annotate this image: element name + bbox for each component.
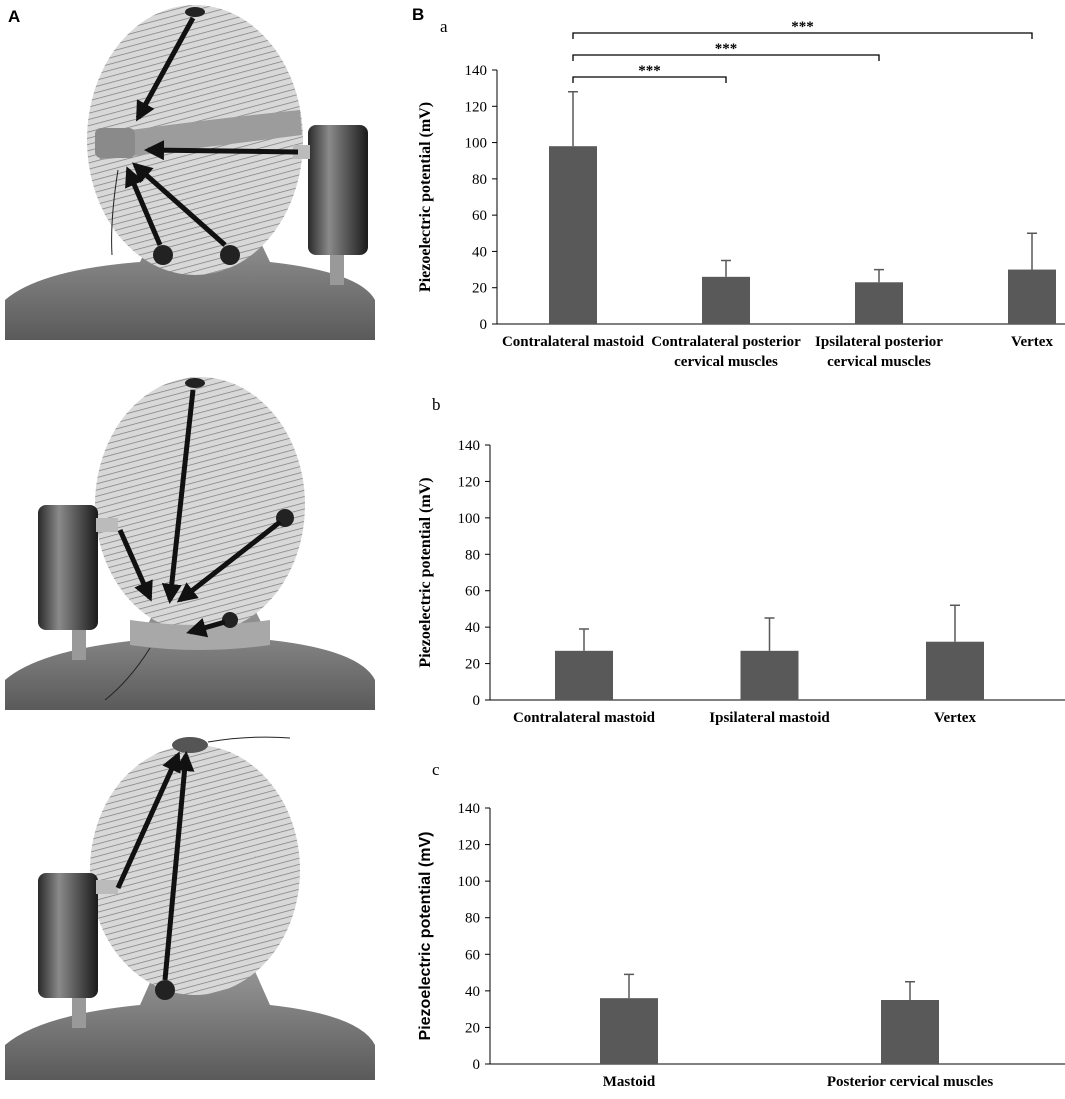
error-bar bbox=[1027, 232, 1037, 270]
bar bbox=[855, 282, 903, 324]
y-tick-label: 60 bbox=[465, 584, 480, 600]
x-tick-label: Vertex bbox=[934, 710, 976, 726]
y-tick-label: 80 bbox=[465, 547, 480, 563]
error-bar bbox=[568, 91, 578, 147]
illustration bbox=[5, 736, 375, 1080]
x-tick-label: Contralateral mastoid bbox=[501, 334, 645, 350]
significance-bracket bbox=[572, 54, 880, 61]
x-tick-label: Contralateral posterior cervical muscles bbox=[651, 334, 801, 370]
y-tick-label: 120 bbox=[458, 838, 481, 854]
significance-label: *** bbox=[638, 63, 661, 79]
illustration bbox=[5, 5, 375, 340]
panel-label: B bbox=[412, 5, 424, 24]
y-tick-label: 140 bbox=[458, 801, 481, 817]
y-tick-label: 120 bbox=[458, 474, 481, 490]
x-tick-label: Posterior cervical muscles bbox=[826, 1074, 994, 1090]
bar bbox=[702, 276, 750, 324]
bar bbox=[555, 650, 613, 700]
y-axis-label: Piezoelectric potential (mV) bbox=[417, 832, 434, 1041]
error-bar bbox=[579, 628, 589, 651]
y-tick-label: 100 bbox=[458, 511, 481, 527]
y-tick-label: 20 bbox=[465, 1020, 480, 1036]
x-tick-label: Mastoid bbox=[602, 1074, 656, 1090]
bar bbox=[1008, 269, 1056, 324]
chart-label: a bbox=[440, 17, 448, 36]
error-bar bbox=[905, 980, 915, 1000]
x-tick-label: Ipsilateral mastoid bbox=[709, 710, 830, 726]
y-tick-label: 20 bbox=[472, 281, 487, 297]
y-axis-label: Piezoelectric potential (mV) bbox=[417, 102, 434, 292]
chart-label: c bbox=[432, 760, 440, 779]
significance-label: *** bbox=[791, 19, 814, 35]
y-tick-label: 100 bbox=[458, 874, 481, 890]
significance-bracket bbox=[572, 32, 1033, 39]
y-tick-label: 140 bbox=[465, 63, 488, 79]
x-tick-label: Contralateral mastoid bbox=[512, 710, 656, 726]
y-tick-label: 20 bbox=[465, 657, 480, 673]
bar bbox=[926, 641, 984, 700]
error-bar bbox=[624, 973, 634, 999]
x-tick-label: Ipsilateral posterior cervical muscles bbox=[815, 334, 943, 370]
illustration bbox=[5, 377, 375, 710]
y-tick-label: 60 bbox=[465, 947, 480, 963]
y-tick-label: 80 bbox=[465, 911, 480, 927]
y-tick-label: 140 bbox=[458, 438, 481, 454]
error-bar bbox=[721, 259, 731, 277]
error-bar bbox=[950, 604, 960, 642]
y-tick-label: 120 bbox=[465, 99, 488, 115]
y-tick-label: 0 bbox=[473, 1057, 481, 1073]
y-tick-label: 0 bbox=[473, 693, 481, 709]
y-tick-label: 100 bbox=[465, 136, 488, 152]
y-tick-label: 40 bbox=[472, 244, 487, 260]
x-tick-label: Vertex bbox=[1011, 334, 1053, 350]
bar bbox=[740, 650, 799, 700]
y-axis-label: Piezoelectric potential (mV) bbox=[417, 477, 434, 667]
significance-label: *** bbox=[715, 41, 738, 57]
y-tick-label: 40 bbox=[465, 984, 480, 1000]
chart-label: b bbox=[432, 395, 441, 414]
y-tick-label: 80 bbox=[472, 172, 487, 188]
bar bbox=[549, 146, 597, 324]
error-bar bbox=[874, 268, 884, 283]
y-tick-label: 0 bbox=[480, 317, 488, 333]
y-tick-label: 60 bbox=[472, 208, 487, 224]
panel-label: A bbox=[8, 7, 20, 26]
error-bar bbox=[764, 617, 775, 651]
bar bbox=[881, 1000, 939, 1064]
significance-bracket bbox=[572, 76, 727, 83]
bar bbox=[600, 998, 658, 1064]
y-tick-label: 40 bbox=[465, 620, 480, 636]
